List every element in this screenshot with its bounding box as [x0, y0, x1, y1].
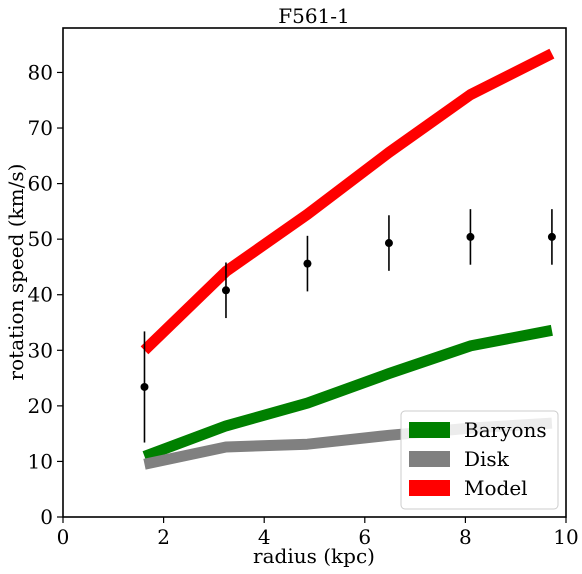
plot-area — [140, 48, 556, 470]
y-tick-label: 50 — [28, 227, 53, 251]
legend: Baryons Disk Model — [400, 410, 559, 510]
data-point — [303, 259, 312, 268]
x-tick-label: 6 — [358, 525, 371, 549]
x-tick-label: 0 — [57, 525, 70, 549]
y-tick-label: 70 — [28, 116, 53, 140]
y-tick-label: 20 — [28, 394, 53, 418]
x-axis-label: radius (kpc) — [253, 544, 375, 568]
y-tick-label: 60 — [28, 172, 53, 196]
data-point — [384, 239, 393, 248]
data-point — [140, 382, 149, 391]
series-line-baryons — [142, 324, 553, 462]
legend-swatch-model — [409, 480, 450, 496]
chart-title: F561-1 — [278, 4, 350, 28]
data-point — [221, 286, 230, 295]
y-tick-label: 30 — [28, 338, 53, 362]
legend-swatch-baryons — [409, 422, 450, 438]
plot-frame — [62, 27, 567, 518]
series-line-model — [140, 48, 555, 355]
legend-label: Baryons — [464, 418, 547, 442]
legend-label: Disk — [464, 447, 510, 471]
y-axis-label: rotation speed (km/s) — [4, 164, 28, 381]
y-tick-label: 0 — [40, 505, 53, 529]
legend-swatch-disk — [409, 451, 450, 467]
data-point — [547, 232, 556, 241]
y-tick-label: 10 — [28, 449, 53, 473]
x-tick-label: 8 — [459, 525, 472, 549]
data-point — [466, 232, 475, 241]
x-axis: 0 2 4 6 8 10 — [57, 517, 579, 549]
y-axis: 0 10 20 30 40 50 60 70 80 — [28, 60, 63, 529]
x-tick-label: 4 — [258, 525, 271, 549]
x-tick-label: 10 — [553, 525, 578, 549]
y-tick-label: 80 — [28, 60, 53, 84]
x-tick-label: 2 — [157, 525, 170, 549]
y-tick-label: 40 — [28, 283, 53, 307]
legend-label: Model — [464, 476, 528, 500]
